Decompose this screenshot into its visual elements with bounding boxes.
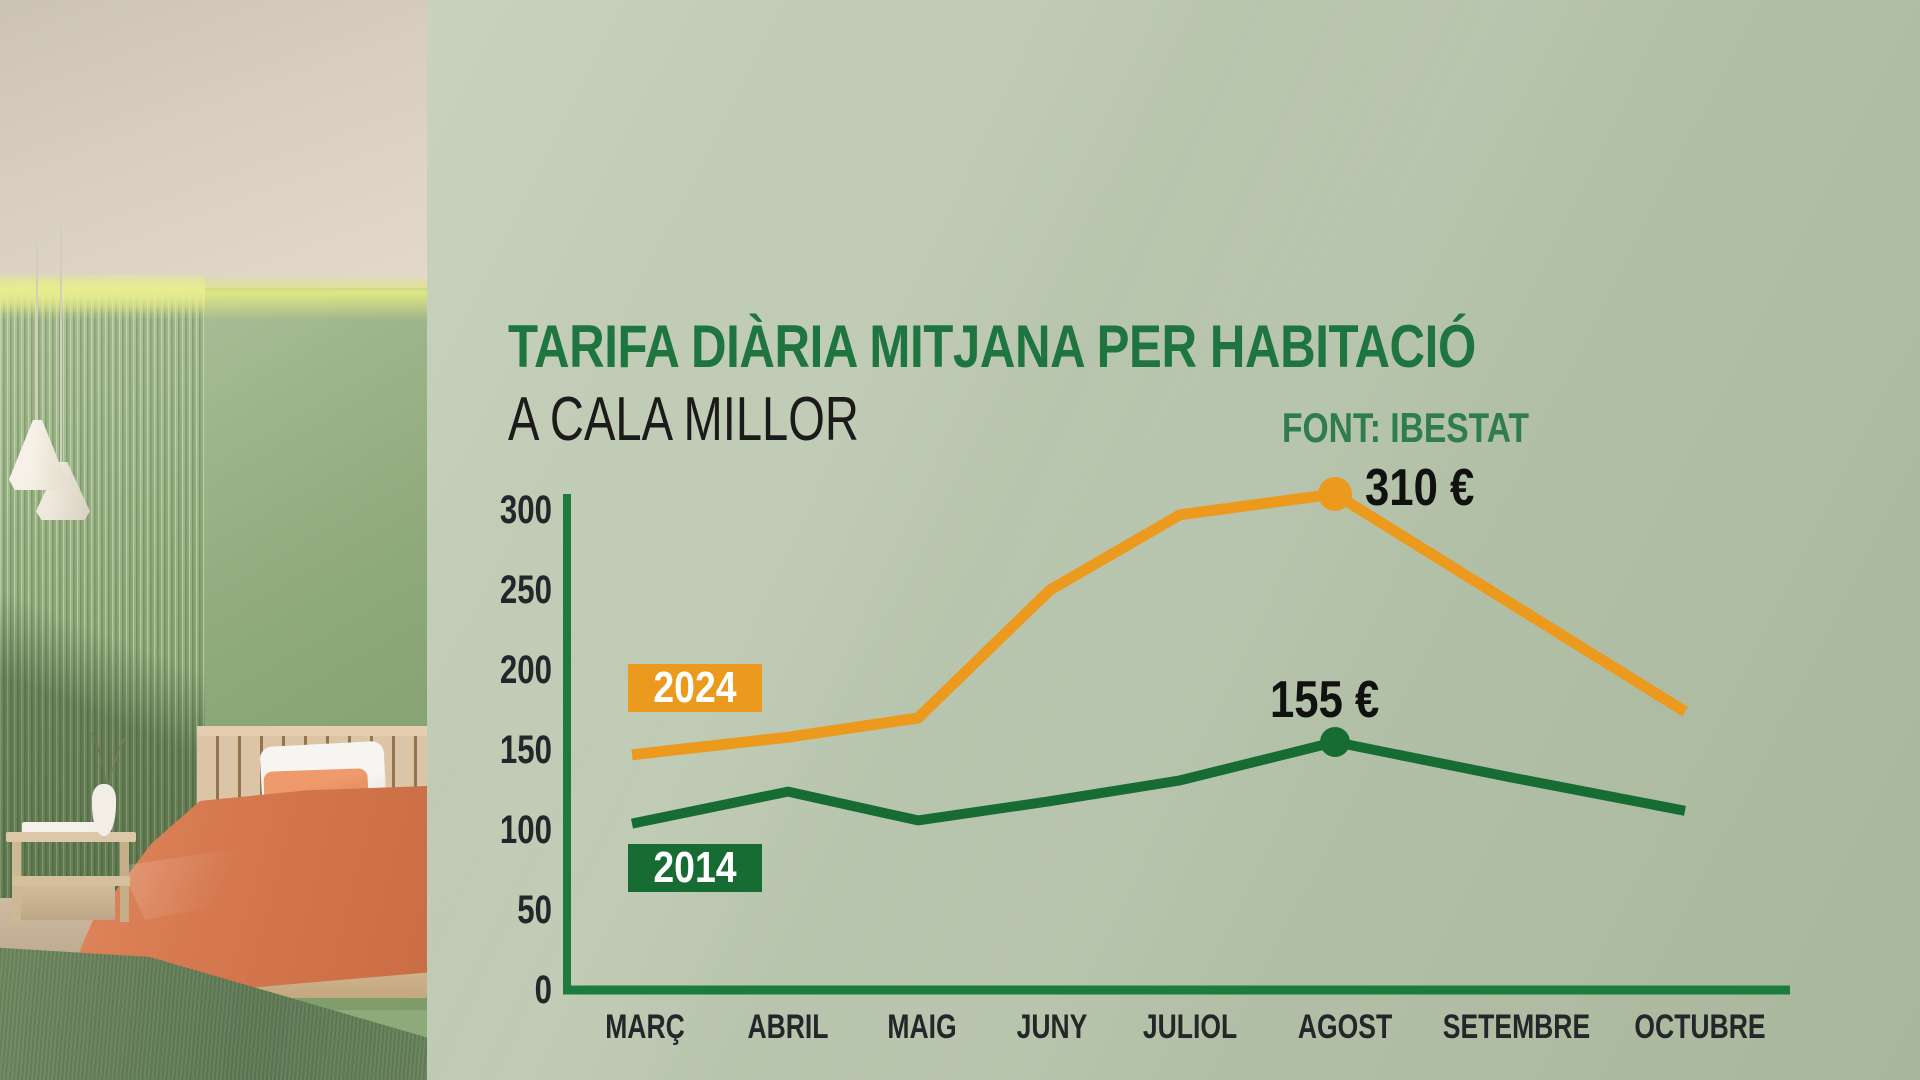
y-axis-tick-label: 250 [499, 568, 552, 612]
y-axis-tick-label: 300 [499, 488, 552, 532]
x-axis-month-label: OCTUBRE [1634, 1008, 1766, 1046]
nightstand-drawer [21, 886, 115, 920]
vase-branches [91, 731, 125, 790]
x-axis-month-label: ABRIL [747, 1008, 829, 1046]
nightstand-shelf [12, 876, 130, 886]
y-axis-tick-label: 0 [534, 968, 552, 1012]
series-badge-2024-label: 2024 [653, 663, 737, 712]
peak-value-2014: 155 € [1270, 671, 1380, 729]
chart-panel: TARIFA DIÀRIA MITJANA PER HABITACIÓ A CA… [427, 0, 1920, 1080]
photo-cove-light-bright [0, 274, 205, 314]
x-axis-month-label: JULIOL [1142, 1008, 1238, 1046]
x-axis-month-label: JUNY [1016, 1008, 1088, 1046]
x-axis-month-label: AGOST [1297, 1008, 1393, 1046]
series-badge-2024: 2024 [628, 663, 762, 712]
lamp-cord [60, 226, 62, 466]
y-axis-tick-label: 200 [499, 648, 552, 692]
white-vase [92, 784, 116, 836]
bedroom-photo [0, 0, 428, 1080]
series-badge-2014: 2014 [628, 843, 762, 892]
nightstand-top [6, 832, 136, 842]
y-axis-tick-label: 150 [499, 728, 552, 772]
y-axis-tick-label: 50 [517, 888, 552, 932]
nightstand [6, 820, 136, 924]
page-title: TARIFA DIÀRIA MITJANA PER HABITACIÓ [508, 313, 1476, 380]
x-axis-month-label: MAIG [887, 1008, 957, 1046]
page-subtitle: A CALA MILLOR [508, 385, 859, 454]
photo-ceiling [0, 0, 427, 298]
source-label: FONT: IBESTAT [1282, 404, 1529, 451]
peak-value-2024: 310 € [1365, 459, 1475, 517]
bed-headboard-rail [197, 726, 427, 736]
x-axis-month-label: MARÇ [605, 1008, 685, 1046]
books-on-nightstand [22, 822, 100, 834]
y-axis-tick-label: 100 [499, 808, 552, 852]
series-badge-2014-label: 2014 [653, 843, 737, 892]
x-axis-month-label: SETEMBRE [1442, 1008, 1591, 1046]
lamp-cord [36, 244, 38, 424]
